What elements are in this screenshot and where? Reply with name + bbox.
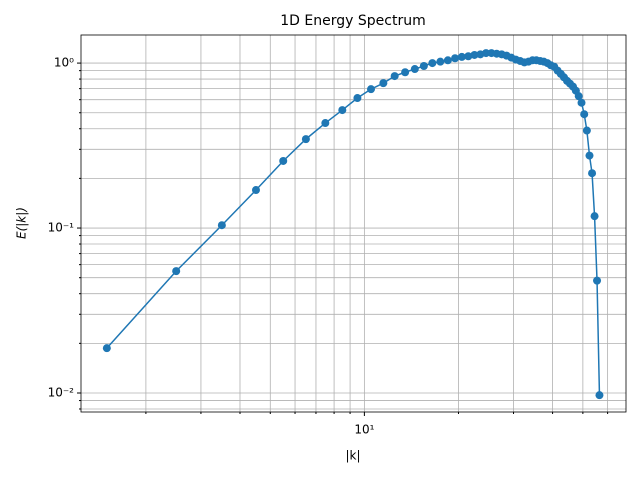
plot-frame <box>80 34 627 413</box>
x-axis-label: |k| <box>345 449 360 463</box>
data-point <box>574 92 583 101</box>
data-point <box>443 56 452 65</box>
data-point <box>419 62 428 71</box>
data-point <box>217 221 226 230</box>
data-point <box>582 126 591 135</box>
data-point <box>588 169 597 178</box>
y-tick-label: 10⁰ <box>54 56 74 70</box>
data-point <box>428 59 437 68</box>
data-point <box>580 110 589 119</box>
data-point <box>595 391 604 400</box>
data-point <box>436 57 445 66</box>
data-point <box>401 68 410 77</box>
data-point <box>172 267 181 276</box>
data-point <box>457 52 466 61</box>
x-tick-label: 10¹ <box>354 423 374 437</box>
data-point <box>590 212 599 221</box>
data-point <box>321 119 330 128</box>
y-tick-label: 10⁻² <box>48 385 75 399</box>
data-point <box>410 65 419 74</box>
y-axis-label: E(|k|) <box>15 207 29 239</box>
data-point <box>301 135 310 144</box>
data-point <box>353 94 362 103</box>
data-point <box>279 156 288 165</box>
data-point <box>338 106 347 115</box>
data-point <box>379 79 388 88</box>
data-point <box>390 72 399 81</box>
data-point <box>451 54 460 63</box>
data-point <box>577 98 586 107</box>
data-point <box>470 50 479 59</box>
data-point <box>464 52 473 61</box>
data-point <box>585 151 594 160</box>
series-line <box>106 52 601 396</box>
y-tick-label: 10⁻¹ <box>48 221 75 235</box>
data-point <box>102 344 111 353</box>
chart-title: 1D Energy Spectrum <box>280 13 425 29</box>
data-point <box>251 186 260 195</box>
data-point <box>367 85 376 94</box>
data-point <box>593 276 602 285</box>
